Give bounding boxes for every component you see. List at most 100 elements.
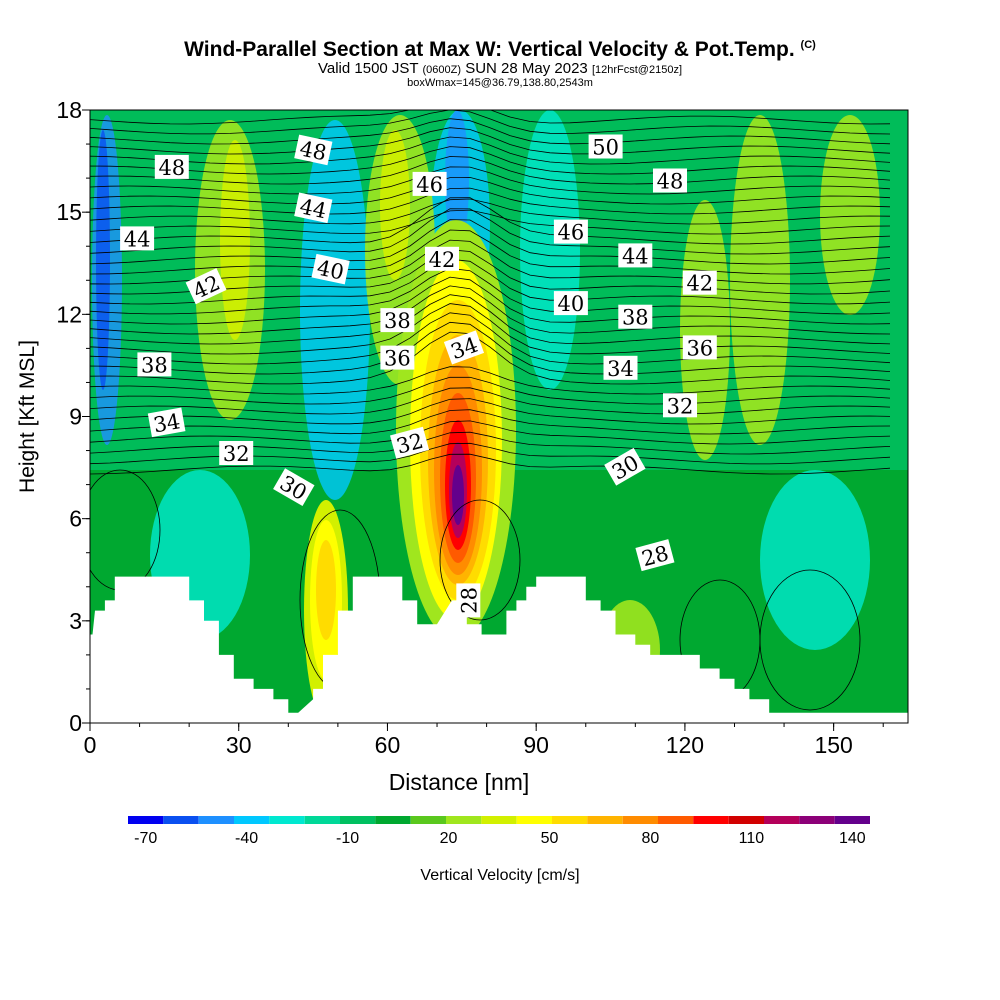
colorbar-tick-label-3: 20 [440,830,458,847]
contour-label-text-23: 32 [223,442,250,466]
contour-label-box-4 [653,168,687,193]
contour-label-box-9 [618,243,653,268]
contour-label-text-28: 28 [457,587,481,614]
x-tick-label-0: 0 [84,732,97,758]
contour-label-text-3: 46 [416,173,443,197]
y-tick-label-1: 3 [69,608,82,634]
theta-line-32 [90,127,891,156]
x-tick-label-1: 30 [226,732,252,758]
theta-line-7 [90,376,891,406]
contour-label-box-17 [137,352,172,377]
theta-line-33 [90,118,891,146]
contour-label-box-8 [425,246,459,271]
contour-label-27: 28 [635,539,675,572]
contour-label-box-27 [635,539,675,572]
y-tick-label-4: 12 [56,301,82,327]
theta-line-10 [90,321,891,376]
theta-line-15 [90,276,891,326]
theta-line-9 [90,331,891,386]
contour-label-text-0: 48 [158,156,185,180]
colorbar-swatch-10 [481,816,517,824]
colorbar-tick-label-5: 80 [642,830,660,847]
contour-label-7: 46 [553,219,588,245]
theta-line-20 [90,229,891,276]
theta-line-27 [90,176,891,206]
theta-line-26 [90,187,891,216]
contour-label-text-12: 42 [686,272,713,296]
theta-line-8 [90,366,891,396]
plume-8 [452,465,464,525]
x-tick-label-4: 120 [666,732,704,758]
colorbar-swatch-17 [728,816,764,824]
contour-label-text-8: 42 [429,248,456,272]
contour-label-box-28 [456,583,481,618]
colorbar-swatch-18 [764,816,800,824]
field-blue-5 [520,110,580,390]
contour-label-text-17: 38 [141,353,168,377]
chart-valid-time: Valid 1500 JST (0600Z) SUN 28 May 2023 [… [317,60,682,77]
colorbar-tick-label-6: 110 [739,830,765,847]
contour-label-1: 48 [294,134,333,165]
terrain [90,576,908,723]
contour-label-0: 48 [154,154,189,180]
theta-line-30 [90,146,891,176]
colorbar-tick-label-4: 50 [541,830,559,847]
contour-label-text-2: 50 [592,136,619,160]
theta-line-17 [90,258,891,306]
y-axis-label: Height [Kft MSL] [16,340,39,493]
contour-label-28: 28 [456,583,481,618]
contour-label-6: 44 [294,192,333,224]
contour-label-box-11 [311,253,350,285]
contour-label-text-13: 40 [558,292,585,316]
field-yellow-0 [220,140,250,340]
theta-line-6 [90,387,891,416]
contour-label-14: 38 [380,308,415,333]
contour-label-box-19 [443,330,485,365]
contour-label-box-3 [412,171,447,196]
field-yellow-1 [380,130,410,280]
colorbar-swatch-9 [446,816,482,824]
contour-label-8: 42 [425,246,459,272]
contour-label-20: 34 [603,355,638,381]
contour-label-13: 40 [553,291,588,316]
contour-label-text-15: 38 [622,306,649,330]
contour-label-box-25 [273,468,315,507]
contour-label-text-18: 36 [384,347,411,371]
colorbar-swatch-15 [658,816,694,824]
plume2-2 [316,540,336,640]
y-tick-label-6: 18 [56,97,82,123]
contour-label-2: 50 [588,134,623,160]
colorbar-swatch-11 [516,816,552,824]
contour-label-box-12 [682,270,717,295]
field-blue-7 [760,470,870,650]
contour-label-text-22: 34 [152,409,182,437]
contour-label-text-14: 38 [384,309,411,333]
field-green-2 [730,115,790,445]
contour-label-box-24 [390,426,430,459]
contour-label-text-6: 44 [298,194,329,223]
contour-label-text-9: 44 [622,244,649,268]
contour-label-text-5: 44 [124,227,151,251]
theta-line-23 [90,197,891,246]
contour-label-11: 40 [311,253,350,285]
field-green-3 [680,200,730,460]
theta-line-16 [90,267,891,316]
contour-label-box-22 [147,407,186,438]
colorbar-swatch-16 [693,816,729,824]
contour-label-18: 36 [380,345,415,371]
colorbar-tick-label-7: 140 [839,830,866,847]
theta-line-24 [90,209,891,236]
chart-subtitle: boxWmax=145@36.79,138.80,2543m [407,77,593,89]
contour-label-box-18 [380,345,415,370]
y-tick-label-5: 15 [56,199,82,225]
colorbar-swatch-6 [340,816,376,824]
contour-label-22: 34 [147,407,186,438]
theta-line-21 [90,219,891,266]
contour-label-box-6 [294,192,333,224]
contour-label-box-16 [682,335,717,360]
colorbar-swatch-0 [128,816,164,824]
colorbar-swatch-13 [587,816,623,824]
field-blue-4 [445,110,469,250]
colorbar: -70 -40 -10 20 50 80 110 140 Vertical Velocity [… [128,816,870,884]
